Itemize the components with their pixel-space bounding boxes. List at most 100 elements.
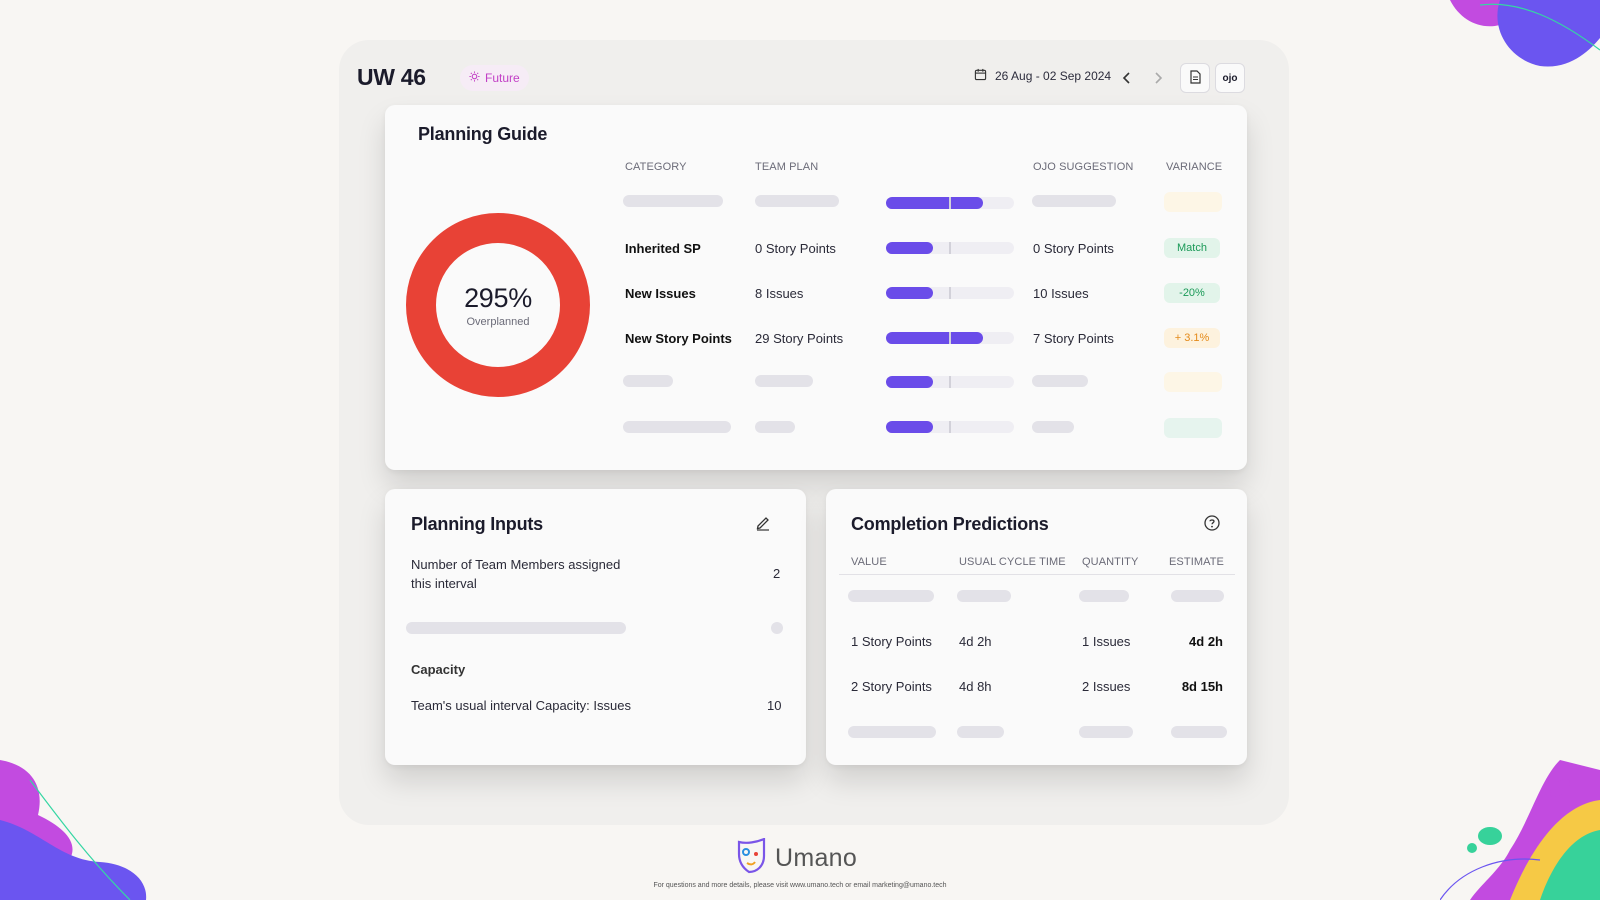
completion-predictions-title: Completion Predictions	[851, 514, 1049, 534]
comparison-bar-track	[886, 242, 1014, 254]
skeleton-tag	[1164, 372, 1222, 392]
row-quantity: 2 Issues	[1082, 679, 1131, 694]
chevron-right-icon[interactable]	[1146, 66, 1170, 90]
status-pill-label: Future	[485, 71, 520, 85]
row-team-plan: 8 Issues	[755, 286, 804, 301]
column-header-category: CATEGORY	[625, 161, 687, 173]
row-value: 1 Story Points	[851, 634, 932, 649]
skeleton-bar	[957, 726, 1004, 738]
row-estimate: 4d 2h	[1189, 634, 1223, 649]
help-icon[interactable]	[1204, 515, 1220, 536]
skeleton-bar	[755, 375, 813, 387]
variance-badge: + 3.1%	[1164, 328, 1220, 348]
status-pill: Future	[460, 65, 529, 91]
column-header-ojo-suggestion: OJO SUGGESTION	[1033, 161, 1134, 173]
row-category: New Issues	[625, 286, 696, 301]
column-header-quantity: QUANTITY	[1082, 556, 1139, 568]
capacity-heading: Capacity	[411, 662, 466, 677]
row-cycle-time: 4d 2h	[959, 634, 992, 649]
skeleton-bar	[848, 590, 934, 602]
row-value: 2 Story Points	[851, 679, 932, 694]
comparison-bar-track	[886, 376, 1014, 388]
skeleton-tag	[1164, 418, 1222, 438]
header-divider	[839, 574, 1235, 575]
planning-guide-card: Planning Guide 295% Overplanned CATEGORY…	[385, 105, 1247, 470]
umano-mask-icon	[735, 837, 767, 879]
row-team-plan: 29 Story Points	[755, 331, 844, 346]
team-members-value[interactable]: 2	[773, 566, 781, 581]
comparison-bar-track	[886, 332, 1014, 344]
skeleton-bar	[1079, 590, 1129, 602]
donut-label: Overplanned	[466, 315, 530, 328]
skeleton-bar	[755, 195, 839, 207]
ojo-button-label: ojo	[1222, 72, 1238, 84]
skeleton-bar	[1171, 726, 1227, 738]
planning-guide-title: Planning Guide	[418, 124, 548, 144]
overplanned-donut: 295% Overplanned	[405, 212, 591, 398]
footer-note: For questions and more details, please v…	[653, 882, 947, 889]
skeleton-bar	[1079, 726, 1133, 738]
comparison-bar-tick	[949, 421, 951, 433]
comparison-bar-fill	[886, 421, 934, 433]
capacity-value[interactable]: 10	[767, 698, 782, 713]
skeleton-bar	[623, 195, 723, 207]
planning-inputs-title: Planning Inputs	[411, 514, 543, 534]
variance-badge: Match	[1164, 238, 1220, 258]
comparison-bar-tick	[949, 242, 951, 254]
row-ojo-suggestion: 0 Story Points	[1033, 241, 1114, 256]
skeleton-bar	[755, 421, 795, 433]
column-header-value: VALUE	[851, 556, 887, 568]
skeleton-bar	[1032, 375, 1088, 387]
column-header-usual-cycle-time: USUAL CYCLE TIME	[959, 556, 1066, 568]
brand-name: Umano	[775, 844, 858, 872]
decorative-blob-top-right	[1450, 0, 1600, 67]
skeleton-bar	[623, 375, 673, 387]
capacity-label: Team's usual interval Capacity: Issues	[411, 698, 631, 713]
skeleton-bar	[957, 590, 1011, 602]
row-quantity: 1 Issues	[1082, 634, 1131, 649]
donut-ring	[406, 213, 590, 397]
column-header-variance: VARIANCE	[1166, 161, 1223, 173]
ojo-button[interactable]: ojo	[1215, 63, 1245, 93]
skeleton-bar	[848, 726, 936, 738]
row-cycle-time: 4d 8h	[959, 679, 992, 694]
row-ojo-suggestion: 7 Story Points	[1033, 331, 1114, 346]
document-icon	[1189, 69, 1201, 87]
variance-badge: -20%	[1164, 283, 1220, 303]
comparison-bar-tick	[949, 197, 951, 209]
chevron-left-icon[interactable]	[1115, 66, 1139, 90]
comparison-bar-track	[886, 287, 1014, 299]
comparison-bar-track	[886, 421, 1014, 433]
skeleton-bar	[623, 421, 731, 433]
umano-logo: Umano	[735, 837, 858, 879]
donut-percent: 295%	[464, 282, 532, 313]
row-category: Inherited SP	[625, 241, 701, 256]
skeleton-bar	[406, 622, 626, 634]
calendar-icon	[974, 68, 987, 84]
comparison-bar-fill	[886, 242, 934, 254]
edit-pencil-icon[interactable]	[755, 515, 771, 536]
team-members-label: Number of Team Members assigned this int…	[411, 557, 621, 591]
decorative-blob-bottom-right	[1440, 760, 1600, 900]
comparison-bar-tick	[949, 332, 951, 344]
skeleton-bar	[1032, 195, 1116, 207]
skeleton-tag	[1164, 192, 1222, 212]
skeleton-bar	[771, 622, 783, 634]
comparison-bar-tick	[949, 376, 951, 388]
comparison-bar-track	[886, 197, 1014, 209]
date-range-label: 26 Aug - 02 Sep 2024	[995, 69, 1112, 83]
row-ojo-suggestion: 10 Issues	[1033, 286, 1089, 301]
date-range[interactable]: 26 Aug - 02 Sep 2024	[974, 68, 1111, 84]
sun-icon	[469, 71, 480, 85]
comparison-bar-tick	[949, 287, 951, 299]
skeleton-bar	[1171, 590, 1224, 602]
column-header-team-plan: TEAM PLAN	[755, 161, 819, 173]
export-document-button[interactable]	[1180, 63, 1210, 93]
decorative-blob-bottom-left	[0, 760, 147, 900]
page-title: UW 46	[357, 64, 426, 90]
row-team-plan: 0 Story Points	[755, 241, 836, 256]
comparison-bar-fill	[886, 332, 984, 344]
column-header-estimate: ESTIMATE	[1169, 556, 1224, 568]
comparison-bar-fill	[886, 376, 934, 388]
row-estimate: 8d 15h	[1181, 679, 1223, 694]
